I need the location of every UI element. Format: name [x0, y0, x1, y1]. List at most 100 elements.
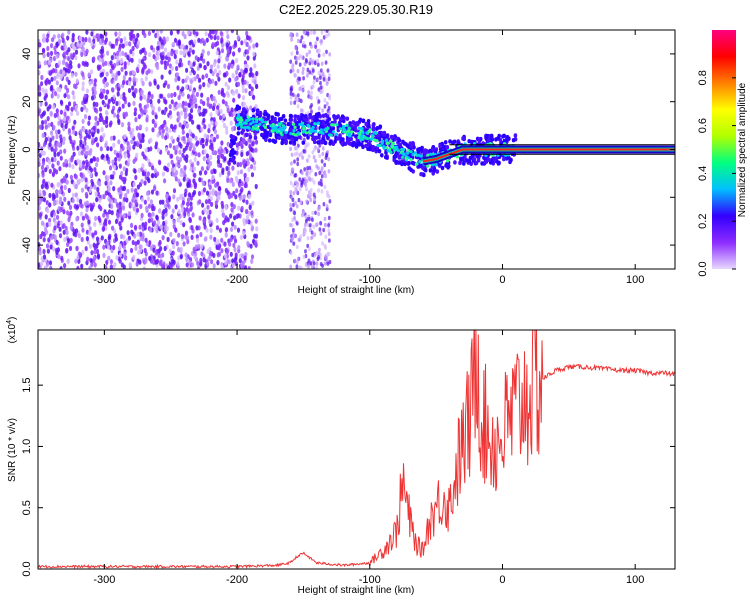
noise-dot — [174, 77, 178, 83]
noise-dot — [65, 229, 69, 236]
noise-dot — [306, 158, 309, 163]
noise-dot — [90, 31, 94, 37]
noise-dot — [91, 181, 95, 187]
ridge-dot — [354, 143, 359, 148]
noise-dot — [289, 250, 293, 256]
noise-dot — [327, 231, 331, 237]
noise-dot — [114, 31, 118, 37]
noise-dot — [206, 248, 210, 254]
noise-dot — [174, 149, 178, 155]
noise-dot — [48, 142, 52, 148]
noise-dot — [216, 260, 220, 266]
noise-dot — [296, 38, 300, 44]
noise-dot — [127, 153, 131, 159]
noise-dot — [104, 60, 108, 66]
noise-dot — [195, 141, 199, 147]
noise-dot — [241, 87, 245, 94]
noise-dot — [55, 214, 60, 220]
noise-dot — [181, 30, 185, 37]
noise-dot — [113, 62, 117, 69]
noise-dot — [64, 225, 68, 231]
ridge-dot — [412, 145, 416, 150]
noise-dot — [214, 120, 218, 126]
noise-dot — [317, 188, 320, 193]
noise-dot — [153, 185, 157, 192]
noise-dot — [43, 60, 47, 66]
noise-dot — [67, 79, 71, 85]
noise-dot — [231, 181, 235, 187]
noise-dot — [295, 264, 299, 269]
noise-dot — [221, 99, 225, 105]
noise-dot — [308, 165, 312, 171]
noise-dot — [250, 258, 254, 264]
ridge-dot — [271, 138, 276, 143]
noise-dot — [310, 109, 313, 114]
noise-dot — [56, 182, 60, 188]
noise-dot — [148, 255, 152, 261]
noise-dot — [51, 135, 55, 141]
noise-dot — [107, 244, 111, 250]
noise-dot — [304, 214, 308, 220]
ridge-dot — [357, 135, 361, 140]
noise-dot — [154, 32, 158, 39]
noise-dot — [226, 177, 230, 183]
noise-dot — [52, 211, 57, 217]
noise-dot — [112, 244, 116, 251]
noise-dot — [179, 220, 183, 226]
noise-dot — [85, 159, 89, 165]
noise-dot — [220, 264, 224, 269]
noise-dot — [59, 206, 63, 212]
noise-dot — [122, 213, 126, 219]
noise-dot — [132, 70, 136, 76]
noise-dot — [170, 65, 174, 71]
noise-dot — [213, 136, 217, 143]
noise-dot — [38, 143, 41, 149]
noise-dot — [177, 178, 181, 184]
noise-dot — [235, 178, 239, 184]
noise-dot — [186, 181, 190, 187]
noise-dot — [303, 230, 307, 235]
noise-dot — [325, 101, 329, 106]
noise-dot — [62, 59, 66, 65]
noise-dot — [119, 38, 123, 44]
ridge-dot — [338, 133, 342, 138]
noise-dot — [240, 151, 244, 158]
noise-dot — [293, 173, 297, 178]
noise-dot — [313, 197, 316, 202]
noise-dot — [81, 163, 85, 170]
noise-dot — [289, 100, 293, 106]
noise-dot — [74, 71, 78, 77]
ridge-dot — [376, 133, 381, 138]
noise-dot — [299, 234, 303, 239]
noise-dot — [292, 191, 296, 196]
noise-dot — [198, 63, 203, 69]
noise-dot — [315, 261, 319, 266]
y-tick-label: 0.5 — [21, 500, 33, 515]
noise-dot — [136, 184, 140, 190]
noise-dot — [117, 70, 121, 76]
noise-dot — [85, 236, 89, 242]
noise-dot — [90, 95, 95, 101]
noise-dot — [104, 119, 108, 125]
noise-dot — [308, 94, 312, 100]
colorbar-ticks: 0.00.20.40.60.8 — [697, 70, 736, 277]
noise-dot — [307, 90, 311, 95]
noise-dot — [243, 63, 248, 69]
noise-dot — [139, 106, 143, 112]
ridge-dot — [389, 139, 393, 143]
ridge-dot — [274, 111, 279, 117]
ridge-dot — [236, 126, 241, 131]
ridge-dot — [395, 146, 399, 151]
noise-dot — [95, 108, 99, 114]
noise-dot — [122, 92, 126, 98]
x-tick-label: -100 — [359, 574, 381, 586]
noise-dot — [185, 122, 189, 128]
ridge-dot — [411, 141, 416, 147]
noise-dot — [50, 235, 54, 241]
noise-dot — [289, 59, 293, 64]
noise-dot — [56, 160, 60, 166]
noise-dot — [199, 98, 203, 105]
ridge-dot — [347, 129, 351, 133]
noise-dot — [67, 200, 71, 206]
noise-dot — [211, 105, 216, 111]
